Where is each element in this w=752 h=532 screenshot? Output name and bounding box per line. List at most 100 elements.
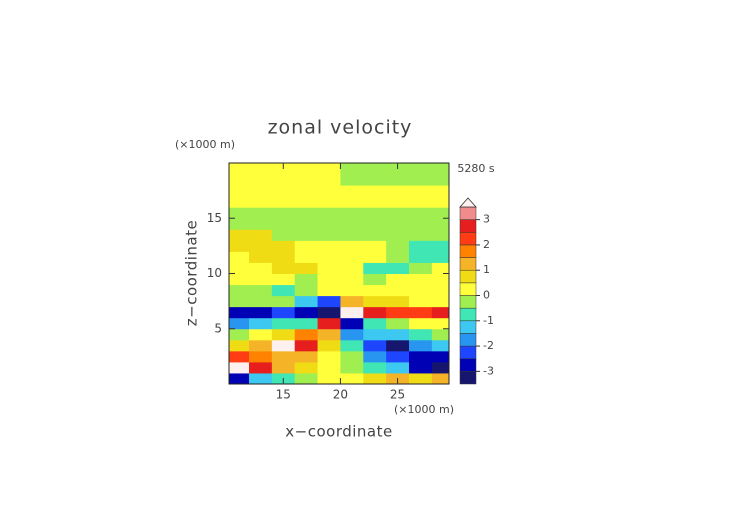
contour-cell xyxy=(294,163,319,175)
contour-cell xyxy=(249,306,273,319)
contour-cell xyxy=(363,229,387,241)
contour-cell xyxy=(317,229,341,241)
contour-cell xyxy=(363,273,387,286)
contour-cell xyxy=(340,240,364,252)
contour-cell xyxy=(317,262,341,274)
contour-cell xyxy=(317,196,341,208)
contour-cell xyxy=(363,350,387,363)
contour-cell xyxy=(363,328,387,341)
time-label: 5280 s xyxy=(457,162,494,175)
colorbar-tick-label: -3 xyxy=(483,364,494,377)
contour-cell xyxy=(229,339,250,352)
contour-cell xyxy=(317,361,341,374)
contour-cell xyxy=(249,196,273,208)
contour-cell xyxy=(249,174,273,186)
contour-cell xyxy=(229,284,250,297)
contour-cell xyxy=(294,328,319,341)
contour-cell xyxy=(271,328,296,341)
contour-cell xyxy=(340,306,364,319)
contour-cell xyxy=(363,306,387,319)
contour-cell xyxy=(229,229,250,241)
contour-cell xyxy=(249,284,273,297)
contour-cell xyxy=(431,339,450,352)
contour-cell xyxy=(409,185,433,197)
contour-cell xyxy=(431,306,450,319)
contour-cell xyxy=(229,317,250,330)
contour-cell xyxy=(294,295,319,308)
contour-cell xyxy=(386,339,410,352)
contour-cell xyxy=(229,262,250,274)
contour-cell xyxy=(317,317,341,330)
contour-cell xyxy=(363,163,387,175)
colorbar-tick-label: 2 xyxy=(483,238,490,251)
contour-cell xyxy=(229,196,250,208)
contour-cell xyxy=(294,350,319,363)
x-unit: (×1000 m) xyxy=(394,403,454,416)
contour-cell xyxy=(294,196,319,208)
contour-cell xyxy=(409,361,433,374)
contour-cell xyxy=(294,218,319,230)
contour-cell xyxy=(409,218,433,230)
contour-cell xyxy=(431,207,450,219)
x-tick-label: 25 xyxy=(390,388,405,402)
contour-cell xyxy=(363,339,387,352)
contour-cell xyxy=(249,339,273,352)
contour-cell xyxy=(386,317,410,330)
contour-cell xyxy=(229,251,250,263)
y-unit: (×1000 m) xyxy=(175,138,235,151)
contour-cell xyxy=(409,207,433,219)
contour-cell xyxy=(317,372,341,385)
contour-cell xyxy=(340,229,364,241)
contour-cell xyxy=(249,317,273,330)
colorbar-segment xyxy=(459,244,477,258)
contour-cell xyxy=(317,207,341,219)
contour-cell xyxy=(340,317,364,330)
contour-cell xyxy=(294,361,319,374)
contour-cell xyxy=(386,196,410,208)
contour-cell xyxy=(249,350,273,363)
contour-cell xyxy=(431,317,450,330)
contour-cell xyxy=(386,240,410,252)
chart-title: zonal velocity xyxy=(268,117,413,139)
contour-cell xyxy=(386,185,410,197)
contour-cell xyxy=(249,207,273,219)
contour-cell xyxy=(340,361,364,374)
contour-cell xyxy=(229,328,250,341)
contour-cell xyxy=(294,317,319,330)
contour-cell xyxy=(294,306,319,319)
contour-cell xyxy=(386,174,410,186)
y-tick-label: 5 xyxy=(214,321,222,335)
contour-cell xyxy=(363,361,387,374)
contour-cell xyxy=(386,284,410,297)
contour-cell xyxy=(431,174,450,186)
y-axis-label: z−coordinate xyxy=(183,220,201,326)
contour-cell xyxy=(294,372,319,385)
colorbar-segment xyxy=(459,333,477,347)
x-tick-label: 20 xyxy=(333,388,348,402)
contour-cell xyxy=(317,251,341,263)
colorbar-overflow xyxy=(459,197,477,208)
contour-cell xyxy=(363,207,387,219)
contour-cell xyxy=(271,339,296,352)
colorbar-segment xyxy=(459,358,477,372)
contour-cell xyxy=(363,317,387,330)
contour-cell xyxy=(431,185,450,197)
contour-cell xyxy=(229,273,250,286)
contour-cell xyxy=(249,273,273,286)
contour-cell xyxy=(409,251,433,263)
contour-cell xyxy=(363,251,387,263)
contour-cell xyxy=(249,218,273,230)
contour-cell xyxy=(271,262,296,274)
contour-cell xyxy=(249,361,273,374)
contour-cell xyxy=(386,273,410,286)
contour-cell xyxy=(409,240,433,252)
contour-cell xyxy=(317,174,341,186)
contour-cell xyxy=(340,251,364,263)
contour-cell xyxy=(294,174,319,186)
contour-cell xyxy=(431,218,450,230)
contour-cell xyxy=(229,372,250,385)
contour-cell xyxy=(386,328,410,341)
colorbar-segment xyxy=(459,269,477,284)
contour-cell xyxy=(386,306,410,319)
contour-cell xyxy=(271,284,296,297)
